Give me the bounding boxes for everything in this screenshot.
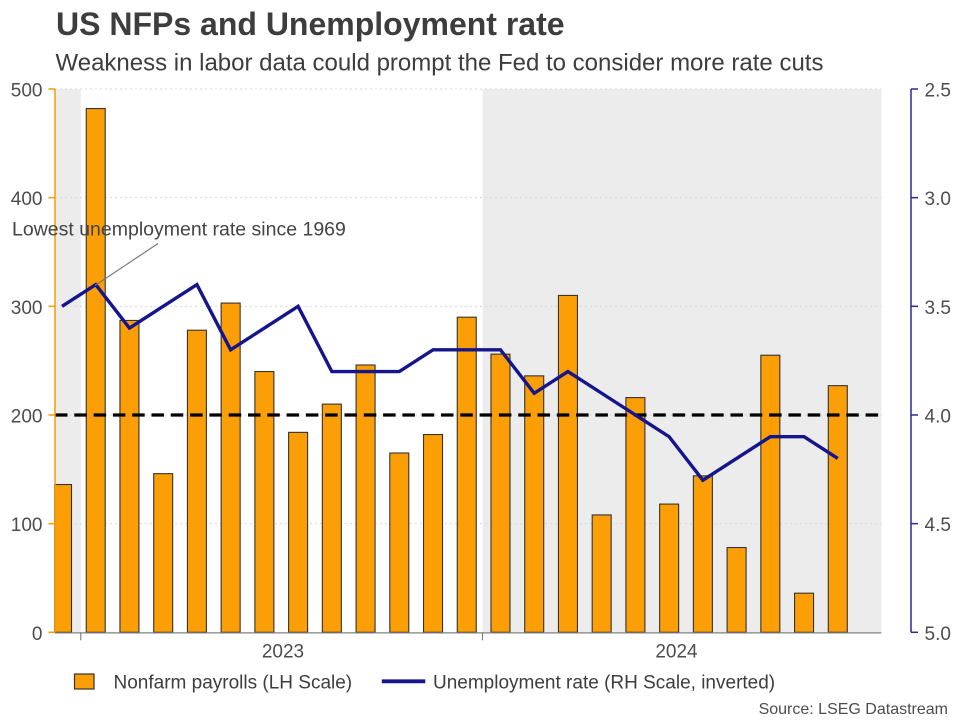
legend-line-label: Unemployment rate (RH Scale, inverted) [433, 673, 775, 694]
right-axis-value-3: 3.0 [925, 189, 951, 210]
bar-2024-01 [490, 353, 511, 633]
source-label: Source: LSEG Datastream [759, 701, 948, 718]
bar-2023-03 [153, 473, 174, 633]
left-axis-value-400: 400 [11, 189, 43, 210]
bar-2023-11 [422, 433, 444, 633]
bar-2023-12 [456, 316, 477, 633]
bar-2024-11 [827, 385, 848, 633]
right-axis-value-2.5: 2.5 [925, 81, 951, 102]
bar-2024-07 [692, 475, 713, 633]
left-axis-value-500: 500 [11, 81, 43, 102]
left-axis-value-300: 300 [11, 298, 43, 319]
bar-2024-03 [557, 294, 579, 633]
bar-2023-05 [220, 302, 241, 633]
right-axis-value-5: 5.0 [925, 624, 951, 645]
right-axis-value-4: 4.0 [925, 406, 951, 427]
bar-2024-04 [591, 514, 612, 633]
right-axis-value-4.5: 4.5 [925, 515, 951, 536]
bar-2024-02 [524, 375, 545, 633]
unemployment-rate-line [61, 282, 839, 483]
bar-2023-06 [254, 370, 275, 633]
chart-subtitle: Weakness in labor data could prompt the … [56, 50, 824, 77]
left-axis-value-0: 0 [32, 624, 43, 645]
bar-2024-08 [726, 546, 747, 633]
bar-2023-10 [389, 452, 410, 633]
chart-title: US NFPs and Unemployment rate [56, 6, 565, 42]
legend-bar-label: Nonfarm payrolls (LH Scale) [114, 673, 353, 694]
bar-2024-09 [760, 354, 781, 633]
left-axis-value-200: 200 [11, 406, 43, 427]
shaded-band-2024 [482, 89, 882, 633]
right-axis-value-3.5: 3.5 [925, 298, 951, 319]
bar-2023-01 [85, 108, 106, 633]
x-axis-label-2023: 2023 [262, 642, 304, 663]
bar-2023-04 [186, 329, 207, 633]
bar-2024-06 [659, 503, 680, 633]
bar-2023-02 [119, 319, 140, 633]
bar-2024-10 [794, 592, 815, 633]
left-axis-value-100: 100 [11, 515, 43, 536]
annotation-pointer-line [94, 243, 159, 286]
bar-2023-07 [288, 431, 309, 633]
bar-2022-12 [54, 483, 73, 633]
annotation-label: Lowest unemployment rate since 1969 [12, 219, 346, 241]
bar-2023-09 [355, 364, 376, 633]
x-axis-label-2024: 2024 [655, 642, 698, 663]
bar-2023-08 [321, 403, 342, 633]
bar-2024-05 [625, 397, 646, 633]
legend-bar-swatch [73, 673, 95, 690]
chart-legend: Nonfarm payrolls (LH Scale) Unemployment… [73, 673, 775, 694]
